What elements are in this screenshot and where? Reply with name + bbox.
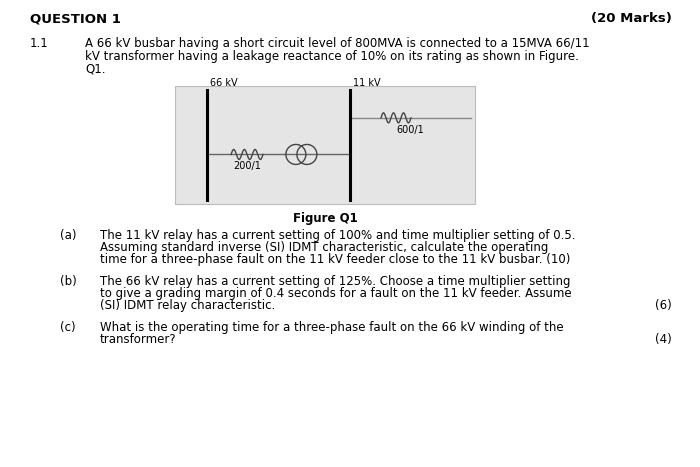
Text: (c): (c) <box>60 321 76 334</box>
Text: The 66 kV relay has a current setting of 125%. Choose a time multiplier setting: The 66 kV relay has a current setting of… <box>100 275 570 288</box>
Text: 1.1: 1.1 <box>30 37 49 50</box>
Text: Q1.: Q1. <box>85 63 106 76</box>
Text: 11 kV: 11 kV <box>353 78 381 88</box>
Text: (4): (4) <box>655 333 672 346</box>
Text: A 66 kV busbar having a short circuit level of 800MVA is connected to a 15MVA 66: A 66 kV busbar having a short circuit le… <box>85 37 589 50</box>
Text: 200/1: 200/1 <box>233 162 261 171</box>
Text: (SI) IDMT relay characteristic.: (SI) IDMT relay characteristic. <box>100 299 275 312</box>
Text: The 11 kV relay has a current setting of 100% and time multiplier setting of 0.5: The 11 kV relay has a current setting of… <box>100 229 575 242</box>
Text: (20 Marks): (20 Marks) <box>591 12 672 25</box>
Text: transformer?: transformer? <box>100 333 176 346</box>
Text: Figure Q1: Figure Q1 <box>293 212 358 225</box>
Text: What is the operating time for a three-phase fault on the 66 kV winding of the: What is the operating time for a three-p… <box>100 321 564 334</box>
Text: 66 kV: 66 kV <box>210 78 237 88</box>
Text: to give a grading margin of 0.4 seconds for a fault on the 11 kV feeder. Assume: to give a grading margin of 0.4 seconds … <box>100 287 572 300</box>
Text: (a): (a) <box>60 229 76 242</box>
Text: kV transformer having a leakage reactance of 10% on its rating as shown in Figur: kV transformer having a leakage reactanc… <box>85 50 579 63</box>
FancyBboxPatch shape <box>175 86 475 204</box>
Text: Assuming standard inverse (SI) IDMT characteristic, calculate the operating: Assuming standard inverse (SI) IDMT char… <box>100 241 548 254</box>
Text: (b): (b) <box>60 275 77 288</box>
Text: (6): (6) <box>655 299 672 312</box>
Text: QUESTION 1: QUESTION 1 <box>30 12 121 25</box>
Text: time for a three-phase fault on the 11 kV feeder close to the 11 kV busbar. (10): time for a three-phase fault on the 11 k… <box>100 253 570 266</box>
Text: 600/1: 600/1 <box>396 125 424 135</box>
